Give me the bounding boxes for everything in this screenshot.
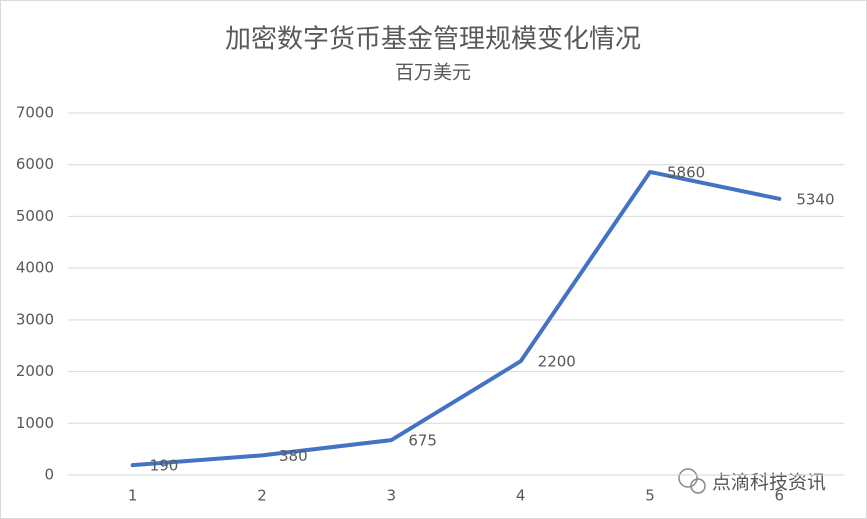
y-tick-label: 4000 [16,259,54,277]
x-tick-label: 1 [128,487,138,505]
data-label: 5860 [667,163,705,181]
x-tick-label: 6 [775,487,785,505]
y-tick-label: 1000 [16,414,54,432]
y-tick-label: 2000 [16,362,54,380]
chart-title: 加密数字货币基金管理规模变化情况 [225,25,641,55]
y-tick-label: 6000 [16,155,54,173]
x-tick-label: 2 [257,487,267,505]
watermark: 点滴科技资讯 [678,468,826,494]
data-label: 675 [408,432,437,450]
watermark-text: 点滴科技资讯 [712,472,826,494]
data-label: 190 [150,457,179,475]
watermark-icon [678,468,698,488]
data-label: 380 [279,447,308,465]
chart-subtitle: 百万美元 [395,62,471,84]
line [130,169,782,468]
data-label: 2200 [538,353,576,371]
watermark-icon [690,478,706,494]
data-label: 5340 [796,190,834,208]
x-tick-label: 4 [516,487,526,505]
x-tick-label: 3 [387,487,397,505]
y-tick-label: 0 [44,466,54,484]
y-tick-label: 7000 [16,104,54,122]
y-tick-label: 5000 [16,207,54,225]
x-tick-label: 5 [645,487,655,505]
y-tick-label: 3000 [16,310,54,328]
